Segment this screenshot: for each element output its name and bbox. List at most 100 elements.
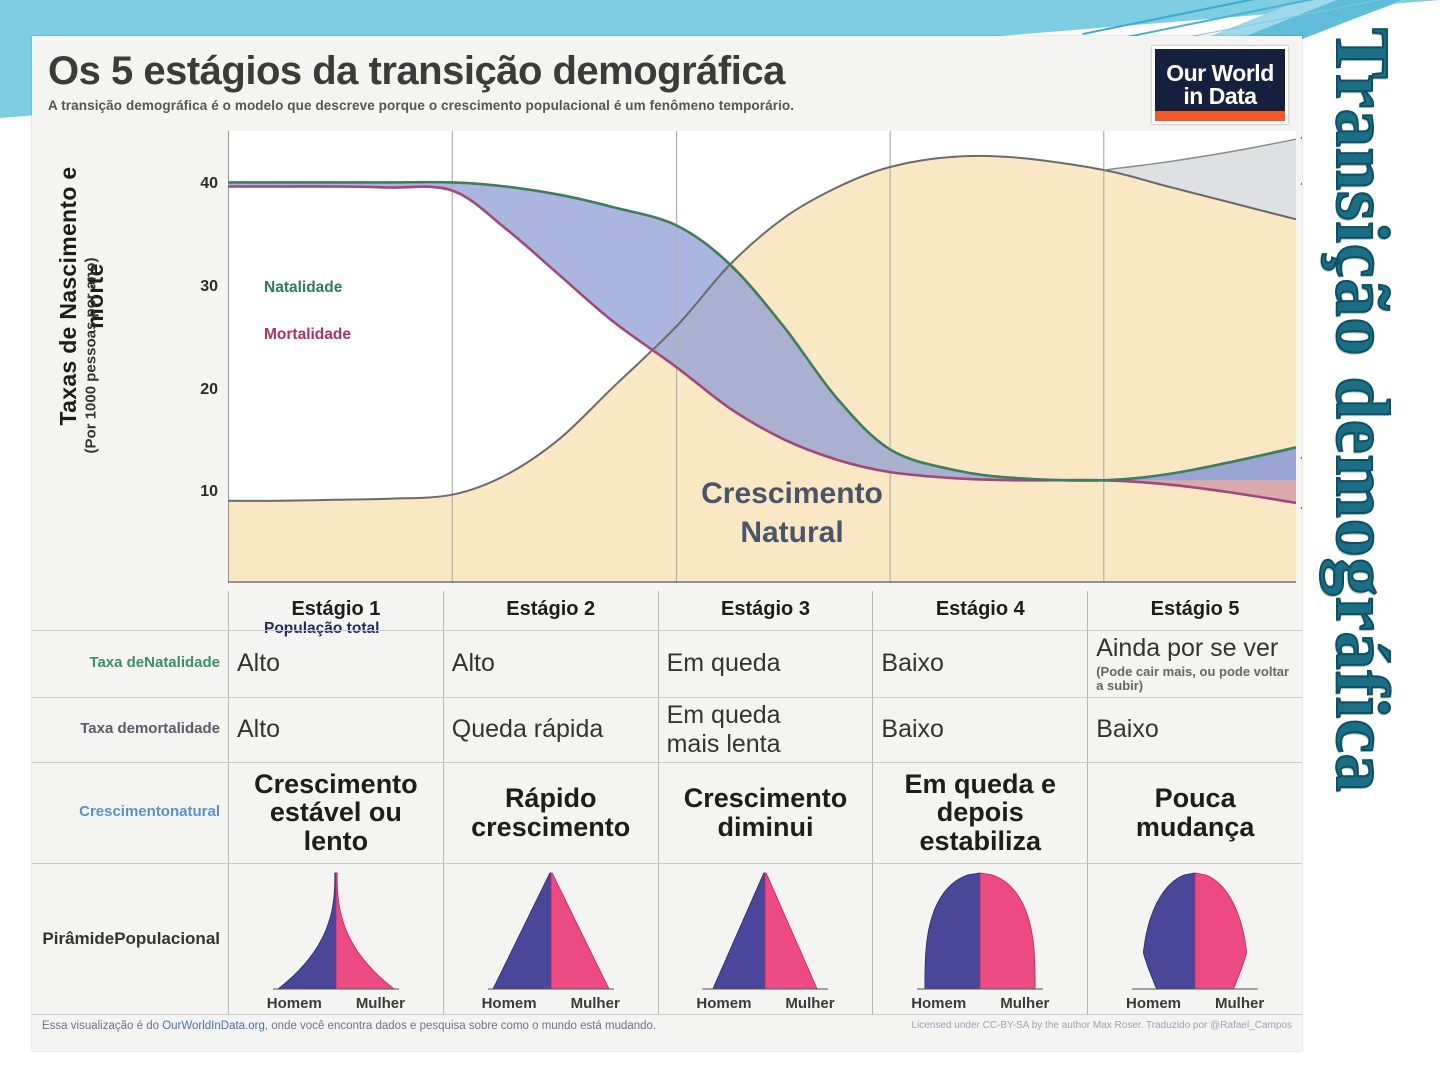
cell-text-line: Baixo <box>1096 715 1159 744</box>
y-axis-ticks: 10 20 30 40 <box>152 131 218 583</box>
population-pyramid <box>702 872 829 990</box>
uncertainty-question-mark: ? <box>1300 453 1302 468</box>
pyramid-axis-labels: Homem Mulher <box>482 995 620 1012</box>
pyramid-label-male: Homem <box>481 994 537 1012</box>
uncertainty-question-mark: ? <box>1300 133 1302 148</box>
legend-item-natalidade: Natalidade <box>264 279 343 296</box>
stages-table: Estágio 1 Estágio 2 Estágio 3 Estágio 4 Está… <box>32 591 1302 1014</box>
stage-header-cell: Estágio 5 <box>1087 591 1302 630</box>
y-axis-tick-label: 20 <box>200 380 218 398</box>
infographic-footer: Essa visualização é do OurWorldInData.or… <box>32 1013 1302 1036</box>
pyramid-label-female: Mulher <box>1000 994 1050 1012</box>
pyramid-axis-labels: Homem Mulher <box>696 995 834 1012</box>
our-world-in-data-logo: Our World in Data <box>1152 46 1288 124</box>
row-label-line: Pirâmide <box>42 929 115 949</box>
population-pyramid <box>272 872 399 990</box>
logo-line-2: in Data <box>1183 83 1257 109</box>
cell-text-line: Baixo <box>881 649 944 678</box>
line-natalidade <box>228 180 1296 482</box>
footer-credit-left: Essa visualização é do OurWorldInData.or… <box>42 1020 911 1032</box>
row-label-line: Populacional <box>114 929 220 949</box>
piramide-populacional-cell: Homem Mulher <box>1087 863 1302 1014</box>
y-axis-title: Taxas de Nascimento e morte (Por 1000 pe… <box>44 119 108 589</box>
pyramid-male-side <box>924 872 981 989</box>
page-title: Os 5 estágios da transição demográfica <box>48 49 785 93</box>
row-label-stage <box>32 591 228 630</box>
stage-header-cell: Estágio 3 <box>657 591 873 630</box>
uncertainty-edge-line <box>1103 138 1296 171</box>
cell-text-line: Em queda <box>666 700 781 729</box>
natural-growth-area <box>228 182 1296 503</box>
cell-text-line: Queda rápida <box>451 715 604 744</box>
crescimento-natural-cell: Pouca mudança <box>1087 762 1302 863</box>
taxa-mortalidade-cell: Baixo <box>872 697 1087 762</box>
footer-text-post: , onde você encontra dados e pesquisa so… <box>264 1019 657 1032</box>
row-label-taxa-natalidade: Taxa de Natalidade <box>32 631 228 697</box>
taxa-mortalidade-cell: Alto <box>228 697 443 762</box>
pyramid-label-male: Homem <box>696 994 752 1012</box>
row-label-piramide-populacional: Pirâmide Populacional <box>32 864 228 1014</box>
cell-text-line: Alto <box>451 649 495 678</box>
row-label-line: Taxa de <box>89 654 145 672</box>
infographic-card: Os 5 estágios da transição demográfica A… <box>32 36 1302 1051</box>
uncertainty-question-mark: ? <box>1300 503 1302 518</box>
population-uncertainty-wedge <box>1103 139 1296 220</box>
piramide-populacional-cell: Homem Mulher <box>442 863 658 1014</box>
pyramid-female-side <box>1194 872 1248 989</box>
y-axis-title-sub: (Por 1000 pessoas por ano) <box>82 257 100 454</box>
pyramid-male-side <box>276 872 337 989</box>
logo-accent-bar <box>1155 111 1285 121</box>
y-axis-tick-label: 30 <box>200 277 218 295</box>
footer-text-pre: Essa visualização é do <box>42 1019 163 1032</box>
legend-item-mortalidade: Mortalidade <box>264 326 351 343</box>
cell-text-line: Alto <box>237 649 281 678</box>
pyramid-female-side <box>550 872 610 989</box>
row-label-taxa-mortalidade: Taxa de mortalidade <box>32 698 228 762</box>
cell-text-line: Baixo <box>881 715 944 744</box>
table-row: Pirâmide Populacional Homem Mulher Homem Mul… <box>32 863 1302 1014</box>
infographic-header: Os 5 estágios da transição demográfica A… <box>32 36 1302 124</box>
footer-credit-right: Licensed under CC-BY-SA by the author Ma… <box>911 1020 1292 1032</box>
stage-divider-lines <box>451 131 1105 583</box>
owid-link[interactable]: OurWorldInData.org <box>162 1019 265 1032</box>
population-pyramid <box>917 872 1044 990</box>
table-row: Taxa de Natalidade Alto Alto Em queda Baixo A… <box>32 631 1302 698</box>
table-row: Crescimento natural Crescimento estável o… <box>32 762 1302 864</box>
pyramid-male-side <box>1143 872 1196 989</box>
crescimento-natural-cell: Crescimento diminui <box>657 762 873 863</box>
pyramid-label-male: Homem <box>266 994 322 1012</box>
pyramid-label-male: Homem <box>911 994 967 1012</box>
legend-item-populacao-total: População total <box>264 620 380 637</box>
page-subtitle: A transição demográfica é o modelo que d… <box>48 98 795 113</box>
series-lines <box>228 138 1296 505</box>
taxa-natalidade-cell: Ainda por se ver (Pode cair mais, ou pode… <box>1087 631 1302 697</box>
pyramid-label-female: Mulher <box>785 994 835 1012</box>
pyramid-label-female: Mulher <box>355 994 405 1012</box>
population-pyramid <box>1132 872 1259 990</box>
stage5-uncertainty-fan <box>1103 139 1296 503</box>
logo-line-1: Our World <box>1166 60 1274 86</box>
natality-uncertainty-wedge <box>1103 447 1296 481</box>
row-label-line: Taxa de <box>80 720 135 738</box>
pyramid-label-female: Mulher <box>570 994 620 1012</box>
chart-canvas: ???? <box>228 131 1302 583</box>
annotation-line-2: Natural <box>740 516 844 549</box>
pyramid-label-female: Mulher <box>1215 994 1265 1012</box>
pyramid-female-side <box>765 872 819 989</box>
pyramid-male-side <box>492 872 552 989</box>
row-label-line: Crescimento <box>79 803 170 821</box>
taxa-mortalidade-cell: Queda rápida <box>442 697 658 762</box>
taxa-natalidade-cell: Alto <box>442 631 658 697</box>
cell-subtext: (Pode cair mais, ou pode voltar a subir) <box>1096 664 1290 694</box>
table-row: Estágio 1 Estágio 2 Estágio 3 Estágio 4 Está… <box>32 591 1302 631</box>
taxa-natalidade-cell: Alto <box>228 631 443 697</box>
row-label-line: mortalidade <box>134 720 220 738</box>
pyramid-female-side <box>979 872 1036 989</box>
pyramid-axis-labels: Homem Mulher <box>267 995 405 1012</box>
slide-vertical-title: Transição demográfica <box>1302 27 1422 1048</box>
y-axis-tick-label: 40 <box>200 175 218 193</box>
uncertainty-question-mark: ? <box>1300 179 1302 194</box>
natural-growth-annotation: Crescimento Natural <box>662 474 922 552</box>
crescimento-natural-cell: Rápido crescimento <box>442 762 658 863</box>
cell-text-line: Alto <box>237 715 281 744</box>
